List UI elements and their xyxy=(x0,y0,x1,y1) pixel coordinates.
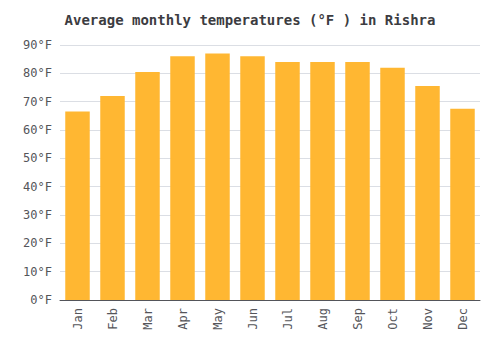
svg-text:50°F: 50°F xyxy=(23,151,52,165)
svg-text:Aug: Aug xyxy=(316,308,330,330)
svg-text:Dec: Dec xyxy=(456,308,470,330)
svg-text:40°F: 40°F xyxy=(23,180,52,194)
svg-text:Average monthly temperatures (: Average monthly temperatures (°F ) in Ri… xyxy=(65,12,436,28)
svg-text:Jul: Jul xyxy=(281,308,295,330)
svg-text:Apr: Apr xyxy=(176,308,190,330)
svg-text:Feb: Feb xyxy=(106,308,120,330)
svg-text:Jun: Jun xyxy=(246,308,260,330)
svg-text:90°F: 90°F xyxy=(23,38,52,52)
svg-text:20°F: 20°F xyxy=(23,236,52,250)
svg-text:Nov: Nov xyxy=(421,308,435,330)
svg-text:70°F: 70°F xyxy=(23,95,52,109)
svg-text:10°F: 10°F xyxy=(23,265,52,279)
svg-text:May: May xyxy=(211,308,225,330)
svg-text:0°F: 0°F xyxy=(30,293,52,307)
svg-text:30°F: 30°F xyxy=(23,208,52,222)
svg-text:Oct: Oct xyxy=(386,308,400,330)
svg-text:Mar: Mar xyxy=(141,308,155,330)
svg-text:60°F: 60°F xyxy=(23,123,52,137)
svg-text:Jan: Jan xyxy=(71,308,85,330)
svg-text:Sep: Sep xyxy=(351,308,365,330)
svg-text:80°F: 80°F xyxy=(23,66,52,80)
